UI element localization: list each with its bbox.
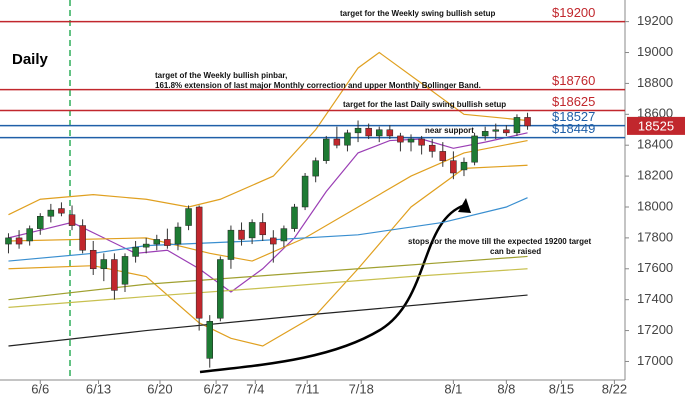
x-tick-label: 8/8 xyxy=(497,381,515,396)
x-tick-label: 7/11 xyxy=(295,381,319,396)
level-label: $18625 xyxy=(552,94,595,109)
x-tick-label: 6/20 xyxy=(147,381,172,396)
candle-body xyxy=(312,160,319,177)
candle-body xyxy=(375,129,383,137)
y-tick-label: 19000 xyxy=(637,44,673,59)
candle-body xyxy=(15,237,23,245)
candle-body xyxy=(111,259,118,291)
candle-body xyxy=(37,216,44,229)
level-label: $18527 xyxy=(552,109,595,124)
candle-body xyxy=(481,131,489,137)
indicator-line xyxy=(8,197,528,262)
annotation: target of the Weekly bullish pinbar, xyxy=(155,71,287,80)
candle-body xyxy=(503,129,510,134)
level-label: $18760 xyxy=(552,73,595,88)
candle-body xyxy=(492,129,500,132)
price-label: 18525 xyxy=(638,118,674,133)
annotation: can be raised xyxy=(490,247,541,256)
candle-body xyxy=(407,138,415,143)
candle-body xyxy=(227,229,235,260)
candle-body xyxy=(195,206,203,319)
annotation: target for the last Daily swing bullish … xyxy=(343,100,506,109)
candle-body xyxy=(121,256,129,285)
candle-body xyxy=(89,249,97,270)
timeframe-label: Daily xyxy=(12,51,49,68)
candle-body xyxy=(280,228,288,242)
candle-body xyxy=(460,161,468,171)
candle-body xyxy=(291,206,298,229)
y-tick-label: 17000 xyxy=(637,353,673,368)
candle-body xyxy=(174,226,182,245)
indicator-line xyxy=(8,268,528,308)
candle-body xyxy=(259,222,266,236)
x-tick-label: 6/13 xyxy=(86,381,111,396)
candle-body xyxy=(471,135,478,163)
candle-body xyxy=(68,214,76,226)
candle-body xyxy=(248,222,256,239)
candle-body xyxy=(142,243,150,248)
annotation: 161.8% extension of last major Monthly c… xyxy=(155,81,481,90)
candle-body xyxy=(386,129,394,137)
candle-body xyxy=(5,237,12,245)
candle-body xyxy=(100,259,108,270)
candle-body xyxy=(365,127,372,137)
candle-body xyxy=(344,132,351,146)
x-tick-label: 6/27 xyxy=(203,381,228,396)
y-tick-label: 17800 xyxy=(637,229,673,244)
candle-body xyxy=(418,138,425,146)
y-tick-label: 17400 xyxy=(637,291,673,306)
x-tick-label: 8/1 xyxy=(444,381,462,396)
arrow-head xyxy=(458,198,471,213)
candle-body xyxy=(206,321,213,359)
candle-body xyxy=(164,239,171,246)
candle-body xyxy=(428,144,436,152)
indicator-line xyxy=(8,164,528,347)
candle-body xyxy=(79,225,86,251)
x-tick-label: 7/18 xyxy=(349,381,374,396)
annotation: target for the Weekly swing bullish setu… xyxy=(340,9,496,18)
y-tick-label: 18800 xyxy=(637,75,673,90)
candle-body xyxy=(47,209,55,217)
y-tick-label: 17200 xyxy=(637,322,673,337)
candle-body xyxy=(439,151,447,161)
level-label: $18449 xyxy=(552,121,595,136)
candle-body xyxy=(185,208,192,226)
candle-body xyxy=(238,229,245,240)
y-tick-label: 19200 xyxy=(637,13,673,28)
x-tick-label: 8/22 xyxy=(602,381,627,396)
candle-body xyxy=(450,160,457,174)
x-tick-label: 8/15 xyxy=(549,381,574,396)
y-tick-label: 18400 xyxy=(637,137,673,152)
y-tick-label: 17600 xyxy=(637,260,673,275)
annotation: near support xyxy=(425,126,474,135)
candle-body xyxy=(26,228,33,242)
price-box xyxy=(627,116,685,135)
y-tick-label: 18200 xyxy=(637,168,673,183)
candle-body xyxy=(270,237,277,245)
candle-body xyxy=(301,175,309,208)
arrow-curve xyxy=(199,203,466,374)
candle-body xyxy=(153,239,161,245)
candle-body xyxy=(132,246,139,257)
candle-body xyxy=(58,208,65,214)
indicator-line xyxy=(8,255,528,301)
candle-body xyxy=(323,138,330,161)
candle-body xyxy=(354,127,362,134)
candle-body xyxy=(513,117,521,134)
candle-body xyxy=(524,117,531,127)
y-tick-label: 18000 xyxy=(637,198,673,213)
candle-body xyxy=(333,138,341,146)
candle-body xyxy=(397,135,404,143)
candle-body xyxy=(217,259,224,319)
x-tick-label: 7/4 xyxy=(246,381,264,396)
indicator-line xyxy=(8,294,528,347)
annotation: stops for the move till the expected 192… xyxy=(408,237,592,246)
indicator-line xyxy=(8,51,528,216)
x-tick-label: 6/6 xyxy=(31,381,49,396)
level-label: $19200 xyxy=(552,5,595,20)
